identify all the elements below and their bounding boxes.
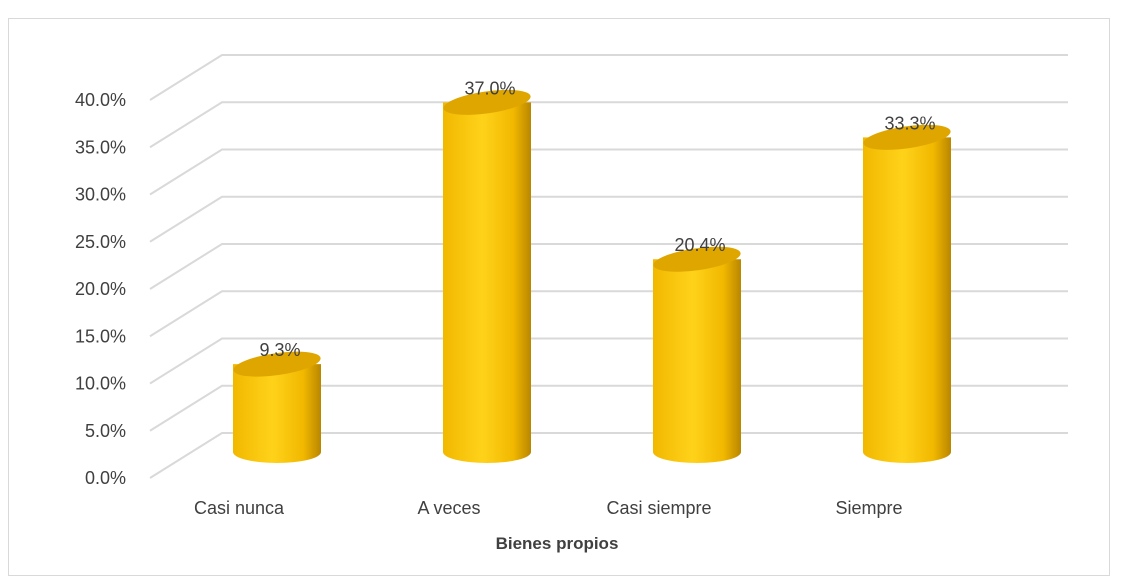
bar-3: 33.3%: [863, 113, 951, 463]
bar-top: [233, 351, 321, 377]
x-axis-title: Bienes propios: [496, 534, 619, 553]
y-tick-label: 15.0%: [75, 326, 126, 346]
y-axis-ticks: 0.0% 5.0% 10.0% 15.0% 20.0% 25.0% 30.0% 35.0% 40…: [75, 90, 126, 488]
bar-top: [443, 89, 531, 115]
data-label: 9.3%: [259, 340, 300, 360]
y-tick-label: 35.0%: [75, 137, 126, 157]
bar-body: [233, 364, 321, 463]
gridline: [149, 384, 1068, 432]
bar-0: 9.3%: [233, 340, 321, 463]
y-tick-label: 5.0%: [85, 421, 126, 441]
data-label: 20.4%: [674, 235, 725, 255]
bar-2: 20.4%: [653, 235, 741, 463]
x-category-label: Casi siempre: [606, 498, 711, 518]
y-tick-label: 40.0%: [75, 90, 126, 110]
gridline: [149, 432, 1068, 479]
gridlines: [149, 54, 1068, 479]
gridline: [149, 101, 1068, 149]
x-category-label: A veces: [417, 498, 480, 518]
x-category-label: Casi nunca: [194, 498, 285, 518]
bar-body: [653, 259, 741, 463]
gridline: [149, 54, 1068, 101]
x-category-label: Siempre: [835, 498, 902, 518]
gridline: [149, 148, 1068, 196]
y-tick-label: 20.0%: [75, 279, 126, 299]
bars: 9.3% 37.0% 20.4% 33.3%: [233, 78, 951, 463]
bar-top: [653, 246, 741, 272]
bar-body: [863, 137, 951, 463]
gridline: [149, 290, 1068, 338]
y-tick-label: 10.0%: [75, 374, 126, 394]
y-tick-label: 0.0%: [85, 468, 126, 488]
data-label: 33.3%: [884, 113, 935, 133]
bar-body: [443, 102, 531, 463]
gridline: [149, 195, 1068, 243]
y-tick-label: 30.0%: [75, 185, 126, 205]
bar-top: [863, 124, 951, 150]
data-label: 37.0%: [464, 78, 515, 98]
y-tick-label: 25.0%: [75, 232, 126, 252]
gridline: [149, 243, 1068, 290]
bar-1: 37.0%: [443, 78, 531, 463]
x-axis-categories: Casi nunca A veces Casi siempre Siempre: [194, 498, 903, 518]
gridline: [149, 337, 1068, 385]
